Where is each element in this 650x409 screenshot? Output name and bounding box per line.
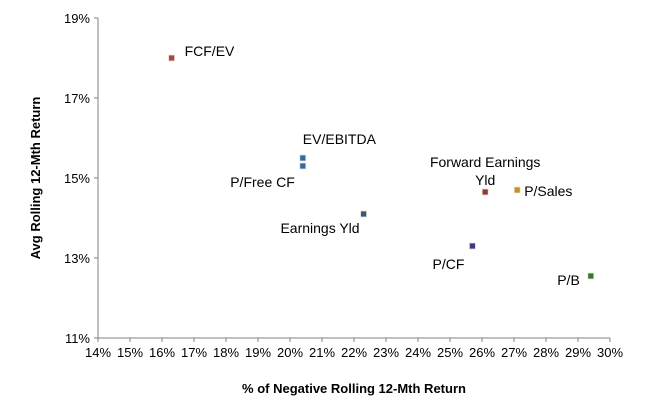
point-label: P/B: [557, 272, 580, 288]
data-point: [513, 186, 521, 194]
point-label-line: Yld: [475, 172, 495, 188]
point-label: P/Sales: [524, 183, 572, 199]
point-label-line: Forward Earnings: [430, 154, 541, 170]
tick-labels: 14% 15% 16% 17% 18% 19% 20% 21% 22% 23% 24% 25% 26% 2…: [64, 11, 623, 360]
data-point: [168, 54, 176, 62]
data-point: [299, 154, 307, 162]
data-point: [587, 272, 595, 280]
point-label: EV/EBITDA: [303, 131, 377, 147]
data-point: [360, 210, 368, 218]
point-label: Earnings Yld: [280, 220, 359, 236]
x-tick-label: 23%: [373, 345, 399, 360]
data-point: [299, 162, 307, 170]
x-tick-label: 20%: [277, 345, 303, 360]
y-axis-title: Avg Rolling 12-Mth Return: [28, 97, 43, 260]
point-label: FCF/EV: [185, 43, 235, 59]
x-tick-label: 25%: [437, 345, 463, 360]
x-tick-label: 26%: [469, 345, 495, 360]
x-tick-label: 17%: [181, 345, 207, 360]
x-tick-label: 21%: [309, 345, 335, 360]
point-label: P/Free CF: [230, 174, 295, 190]
x-tick-label: 22%: [341, 345, 367, 360]
y-tick-label: 11%: [65, 331, 90, 346]
x-tick-label: 16%: [149, 345, 175, 360]
x-tick-label: 29%: [565, 345, 591, 360]
y-tick-label: 13%: [64, 251, 90, 266]
point-label: Forward Earnings Yld: [430, 154, 541, 188]
data-point: [481, 188, 489, 196]
x-tick-label: 19%: [245, 345, 271, 360]
y-tick-label: 19%: [64, 11, 90, 26]
x-tick-label: 30%: [597, 345, 623, 360]
data-points: [168, 54, 595, 280]
x-tick-label: 27%: [501, 345, 527, 360]
y-tick-label: 17%: [64, 91, 90, 106]
point-label: P/CF: [433, 256, 465, 272]
x-tick-label: 15%: [117, 345, 143, 360]
y-tick-label: 15%: [64, 171, 90, 186]
x-tick-label: 28%: [533, 345, 559, 360]
x-tick-label: 14%: [85, 345, 111, 360]
point-labels: FCF/EV EV/EBITDA P/Free CF Earnings Yld Forw…: [185, 43, 580, 288]
x-axis-title: % of Negative Rolling 12-Mth Return: [242, 381, 466, 396]
x-tick-label: 24%: [405, 345, 431, 360]
x-tick-label: 18%: [213, 345, 239, 360]
data-point: [468, 242, 476, 250]
axes: [97, 18, 610, 339]
